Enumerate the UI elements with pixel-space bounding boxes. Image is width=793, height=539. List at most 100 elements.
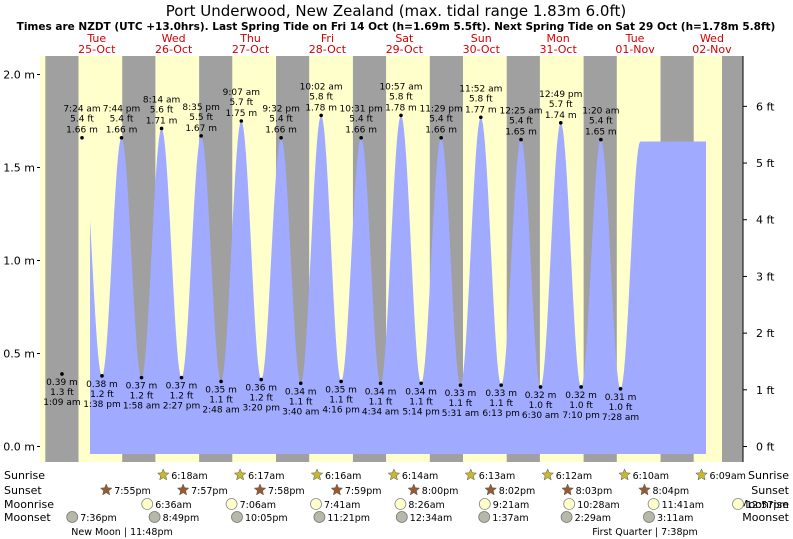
sunset-icon bbox=[330, 483, 344, 496]
y-right-tick-label: 0 ft bbox=[756, 441, 775, 454]
astro-row-label-left: Sunset bbox=[4, 484, 42, 497]
tide-time-label: 11:52 am bbox=[459, 84, 502, 94]
moonrise-icon bbox=[647, 498, 660, 510]
moonset-time: 12:34am bbox=[410, 513, 452, 524]
day-date-label: 30-Oct bbox=[463, 43, 501, 56]
y-left-tick-label: 0.5 m bbox=[3, 348, 35, 361]
sunset-icon bbox=[638, 483, 651, 496]
moonrise-time: 6:36am bbox=[155, 500, 191, 511]
tide-ft-label: 1.2 ft bbox=[90, 390, 114, 400]
moonrise-time: 12:57pm bbox=[746, 500, 789, 511]
tide-markers: 0.39 m1.3 ft1:09 am7:24 am5.4 ft1.66 m0.… bbox=[43, 82, 639, 422]
moonrise-icon bbox=[225, 498, 238, 510]
tide-point bbox=[239, 119, 244, 123]
tide-ft-label: 1.1 ft bbox=[449, 399, 473, 409]
sunrise-time: 6:14am bbox=[402, 471, 438, 482]
sunrise-time: 6:16am bbox=[325, 471, 361, 482]
moonrise-icon bbox=[478, 498, 491, 510]
tide-point bbox=[179, 375, 184, 380]
day-date-label: 26-Oct bbox=[155, 43, 193, 56]
tide-time-label: 9:32 pm bbox=[262, 105, 300, 115]
tide-time-label: 7:44 pm bbox=[103, 105, 141, 115]
tide-time-label: 4:34 am bbox=[362, 407, 399, 417]
moonset-time: 10:05pm bbox=[245, 513, 288, 524]
day-date-label: 31-Oct bbox=[540, 43, 578, 56]
tide-m-label: 0.32 m bbox=[525, 391, 557, 401]
chart-title: Port Underwood, New Zealand (max. tidal … bbox=[166, 2, 626, 20]
sunrise-icon bbox=[464, 468, 478, 481]
day-labels: Tue25-OctWed26-OctThu27-OctFri28-OctSat2… bbox=[78, 32, 732, 56]
tide-m-label: 0.35 m bbox=[325, 385, 357, 395]
day-name-label: Tue bbox=[625, 32, 645, 45]
tide-m-label: 1.65 m bbox=[585, 128, 617, 138]
tide-ft-label: 5.4 ft bbox=[110, 115, 134, 125]
tide-time-label: 1:58 am bbox=[123, 402, 160, 412]
tide-m-label: 1.78 m bbox=[385, 103, 417, 113]
tide-point bbox=[279, 135, 283, 140]
tide-ft-label: 5.4 ft bbox=[70, 115, 94, 125]
tide-point bbox=[319, 113, 323, 118]
day-name-label: Thu bbox=[239, 32, 261, 45]
moonrise-time: 11:41am bbox=[662, 500, 704, 511]
sunset-time: 7:59pm bbox=[345, 486, 382, 497]
moonset-icon bbox=[66, 511, 79, 523]
tide-point bbox=[419, 381, 423, 386]
tide-m-label: 0.34 m bbox=[365, 387, 397, 397]
tide-point bbox=[259, 377, 264, 382]
tide-point bbox=[219, 379, 223, 384]
tide-point bbox=[378, 381, 383, 386]
tide-time-label: 12:49 pm bbox=[539, 90, 582, 100]
tide-ft-label: 1.1 ft bbox=[209, 395, 233, 405]
day-name-label: Tue bbox=[86, 32, 106, 45]
y-left-tick-label: 2.0 m bbox=[3, 69, 35, 82]
sunrise-icon bbox=[618, 468, 631, 481]
chart-subtitle: Times are NZDT (UTC +13.0hrs). Last Spri… bbox=[17, 21, 776, 33]
sunset-icon bbox=[561, 483, 574, 496]
sunrise-icon bbox=[387, 468, 401, 481]
tide-time-label: 7:28 am bbox=[602, 413, 639, 423]
night-band bbox=[722, 56, 743, 462]
moonset-time: 2:29am bbox=[575, 513, 611, 524]
tide-time-label: 3:40 am bbox=[282, 407, 319, 417]
moon-phase-label: New Moon | 11:48pm bbox=[71, 527, 173, 538]
tide-curve-area bbox=[90, 115, 706, 454]
tide-time-label: 2:27 pm bbox=[163, 402, 201, 412]
y-right-tick-label: 1 ft bbox=[756, 384, 775, 397]
tide-m-label: 1.71 m bbox=[146, 116, 178, 126]
y-left-tick-label: 0.0 m bbox=[3, 441, 35, 454]
tide-time-label: 3:20 pm bbox=[242, 404, 280, 414]
tide-m-label: 1.66 m bbox=[265, 126, 297, 136]
moonset-icon bbox=[478, 511, 491, 523]
tide-ft-label: 1.3 ft bbox=[50, 388, 74, 398]
moonset-icon bbox=[313, 511, 326, 523]
sunrise-icon bbox=[156, 468, 170, 481]
y-axes: 0.0 m 0.5 m 1.0 m 1.5 m 2.0 m 0 ft 1 ft 2 ft 3 f… bbox=[3, 69, 775, 454]
tide-ft-label: 5.7 ft bbox=[549, 100, 573, 110]
day-name-label: Sun bbox=[471, 32, 492, 45]
tide-m-label: 0.34 m bbox=[405, 387, 437, 397]
astro-row-label-right: Moonset bbox=[742, 511, 789, 524]
moonset-icon bbox=[643, 511, 655, 523]
tide-m-label: 0.32 m bbox=[565, 391, 597, 401]
tide-ft-label: 5.8 ft bbox=[389, 92, 413, 102]
tide-time-label: 1:38 pm bbox=[83, 400, 121, 410]
tide-ft-label: 1.0 ft bbox=[529, 401, 553, 411]
tide-point bbox=[60, 372, 64, 376]
astro-row-label-left: Moonset bbox=[4, 511, 51, 524]
moonrise-icon bbox=[141, 498, 154, 510]
moonset-icon bbox=[560, 511, 573, 523]
sunset-icon bbox=[253, 483, 267, 496]
tide-ft-label: 5.4 ft bbox=[269, 115, 293, 125]
tide-m-label: 1.67 m bbox=[185, 124, 217, 134]
y-right-tick-label: 3 ft bbox=[756, 270, 775, 283]
tide-time-label: 4:16 pm bbox=[322, 405, 360, 415]
sunset-time: 8:02pm bbox=[499, 486, 536, 497]
night-band bbox=[45, 56, 79, 462]
sunrise-time: 6:10am bbox=[633, 471, 669, 482]
tide-point bbox=[579, 385, 583, 389]
tide-time-label: 11:29 pm bbox=[420, 105, 463, 115]
tide-m-label: 1.75 m bbox=[225, 109, 257, 119]
moonrise-time: 10:28am bbox=[577, 500, 619, 511]
